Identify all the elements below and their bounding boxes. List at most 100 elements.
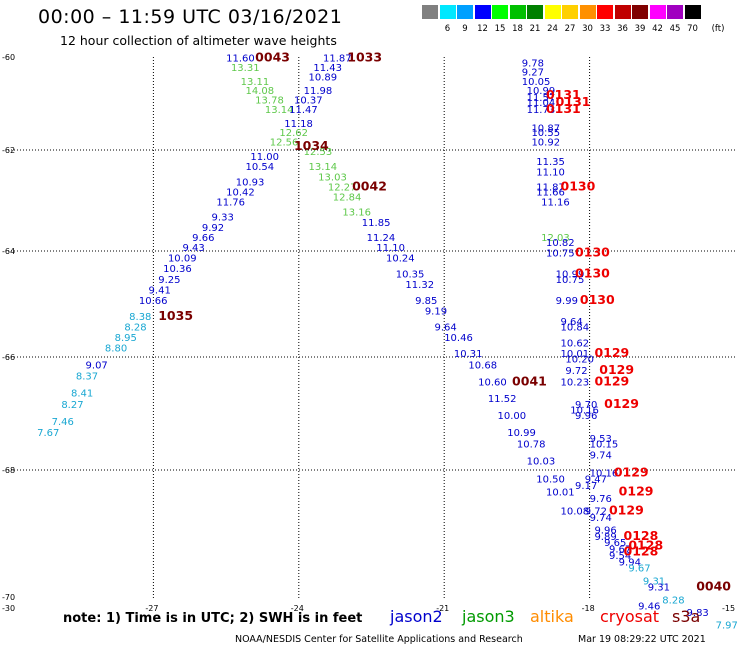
pass-time-label: 0129 [619, 483, 654, 498]
wave-height-value: 10.08 [561, 506, 590, 517]
pass-time-label: 0128 [628, 537, 663, 552]
observation-labels: 11.6013.3113.1114.0813.7813.1412.6212.56… [37, 54, 738, 632]
wave-height-value: 10.75 [546, 248, 575, 259]
wave-height-value: 9.78 [522, 58, 544, 69]
legend-label: 18 [512, 24, 523, 34]
pass-time-label: 0130 [575, 244, 610, 259]
credit-line: NOAA/NESDIS Center for Satellite Applica… [235, 634, 523, 645]
wave-height-value: 9.70 [575, 400, 597, 411]
wave-height-value: 9.94 [619, 557, 641, 568]
legend-swatch [684, 5, 701, 19]
wave-height-value: 10.84 [561, 323, 590, 334]
generated-timestamp: Mar 19 08:29:22 UTC 2021 [578, 634, 706, 645]
wave-height-value: 11.76 [216, 198, 245, 209]
wave-height-value: 10.82 [546, 238, 575, 249]
wave-height-value: 9.54 [609, 551, 631, 562]
pass-time-label: 0129 [594, 345, 629, 360]
wave-height-value: 9.19 [425, 307, 447, 318]
wave-height-value: 10.89 [308, 72, 337, 83]
wave-height-value: 10.42 [226, 187, 255, 198]
wave-height-value: 10.75 [556, 275, 585, 286]
pass-time-label: 0129 [609, 502, 644, 517]
pass-time-label: 0130 [561, 178, 596, 193]
map-title: 00:00 – 11:59 UTC 03/16/2021 [38, 6, 343, 28]
wave-height-value: 13.14 [308, 162, 337, 173]
wave-height-value: 12.56 [270, 137, 299, 148]
wave-height-value: 13.16 [342, 208, 371, 219]
wave-height-value: 10.37 [294, 96, 323, 107]
wave-height-value: 11.98 [304, 86, 333, 97]
wave-height-value: 11.52 [488, 394, 517, 405]
wave-height-value: 11.57 [527, 93, 556, 104]
legend-swatch [474, 5, 491, 19]
lat-tick-label: -60 [2, 53, 15, 62]
wave-height-value: 11.66 [536, 187, 565, 198]
wave-height-value: 9.64 [561, 317, 583, 328]
pass-time-label: 0043 [255, 50, 290, 65]
wave-height-value: 11.04 [527, 98, 556, 109]
pass-time-label: 0129 [599, 362, 634, 377]
legend-label: 36 [617, 24, 628, 34]
legend-swatch [614, 5, 631, 19]
wave-height-value: 9.43 [182, 243, 204, 254]
wave-height-value: 9.47 [585, 475, 607, 486]
wave-height-value: 11.87 [536, 182, 565, 193]
legend-label: 70 [687, 24, 698, 34]
pass-time-label: 0131 [556, 94, 591, 109]
satellite-jason2: jason2 [390, 607, 443, 626]
wave-height-value: 9.17 [575, 481, 597, 492]
pass-time-label: 0130 [575, 266, 610, 281]
wave-height-value: 10.99 [527, 86, 556, 97]
legend-label: 21 [529, 24, 541, 34]
wave-height-value: 9.72 [585, 506, 607, 517]
legend-label: 9 [462, 24, 468, 34]
legend-swatch [562, 5, 578, 19]
pass-time-label: 0130 [580, 292, 615, 307]
wave-height-value: 9.99 [556, 296, 578, 307]
pass-time-label: 0128 [624, 528, 659, 543]
wave-height-value: 10.09 [168, 254, 197, 265]
wave-height-value: 10.24 [386, 254, 415, 265]
wave-height-value: 7.67 [37, 428, 59, 439]
wave-height-value: 11.60 [226, 54, 255, 65]
pass-time-label: 0131 [546, 87, 581, 102]
legend-swatch [579, 5, 596, 19]
wave-height-value: 10.55 [531, 128, 560, 139]
wave-height-value: 9.53 [590, 434, 612, 445]
footer-note: note: 1) Time is in UTC; 2) SWH is in fe… [63, 611, 363, 626]
wave-height-value: 13.78 [255, 96, 284, 107]
wave-height-value: 9.96 [575, 411, 597, 422]
wave-height-value: 12.53 [304, 147, 333, 158]
satellite-s3a: s3a [672, 607, 701, 626]
pass-time-label: 0129 [594, 373, 629, 388]
wave-height-value: 11.10 [536, 167, 565, 178]
wave-height-value: 10.92 [531, 137, 560, 148]
wave-height-value: 10.35 [396, 270, 425, 281]
lat-tick-label: -62 [2, 146, 15, 155]
wave-height-value: 10.50 [536, 475, 565, 486]
wave-height-value: 13.14 [265, 105, 294, 116]
wave-height-value: 9.64 [435, 323, 457, 334]
wave-height-value: 10.03 [527, 456, 556, 467]
wave-height-value: 11.16 [541, 198, 570, 209]
legend-swatch [649, 5, 666, 19]
wave-height-value: 9.25 [158, 275, 180, 286]
wave-height-value: 10.16 [570, 406, 599, 417]
wave-height-value: 9.27 [522, 68, 544, 79]
legend-swatch [492, 5, 508, 19]
wave-height-value: 10.36 [163, 264, 192, 275]
wave-height-value: 8.41 [71, 389, 93, 400]
satellite-jason3: jason3 [462, 607, 515, 626]
wave-height-value: 14.08 [245, 86, 274, 97]
wave-height-value: 8.37 [76, 372, 98, 383]
lon-tick-label: -15 [722, 604, 735, 613]
wave-height-value: 10.93 [236, 177, 265, 188]
wave-height-value: 13.11 [241, 77, 270, 88]
wave-height-value: 8.80 [105, 344, 127, 355]
wave-height-value: 10.46 [444, 333, 473, 344]
legend-label: 6 [444, 24, 451, 34]
wave-height-value: 9.85 [415, 296, 437, 307]
wave-height-value: 10.23 [561, 377, 590, 388]
